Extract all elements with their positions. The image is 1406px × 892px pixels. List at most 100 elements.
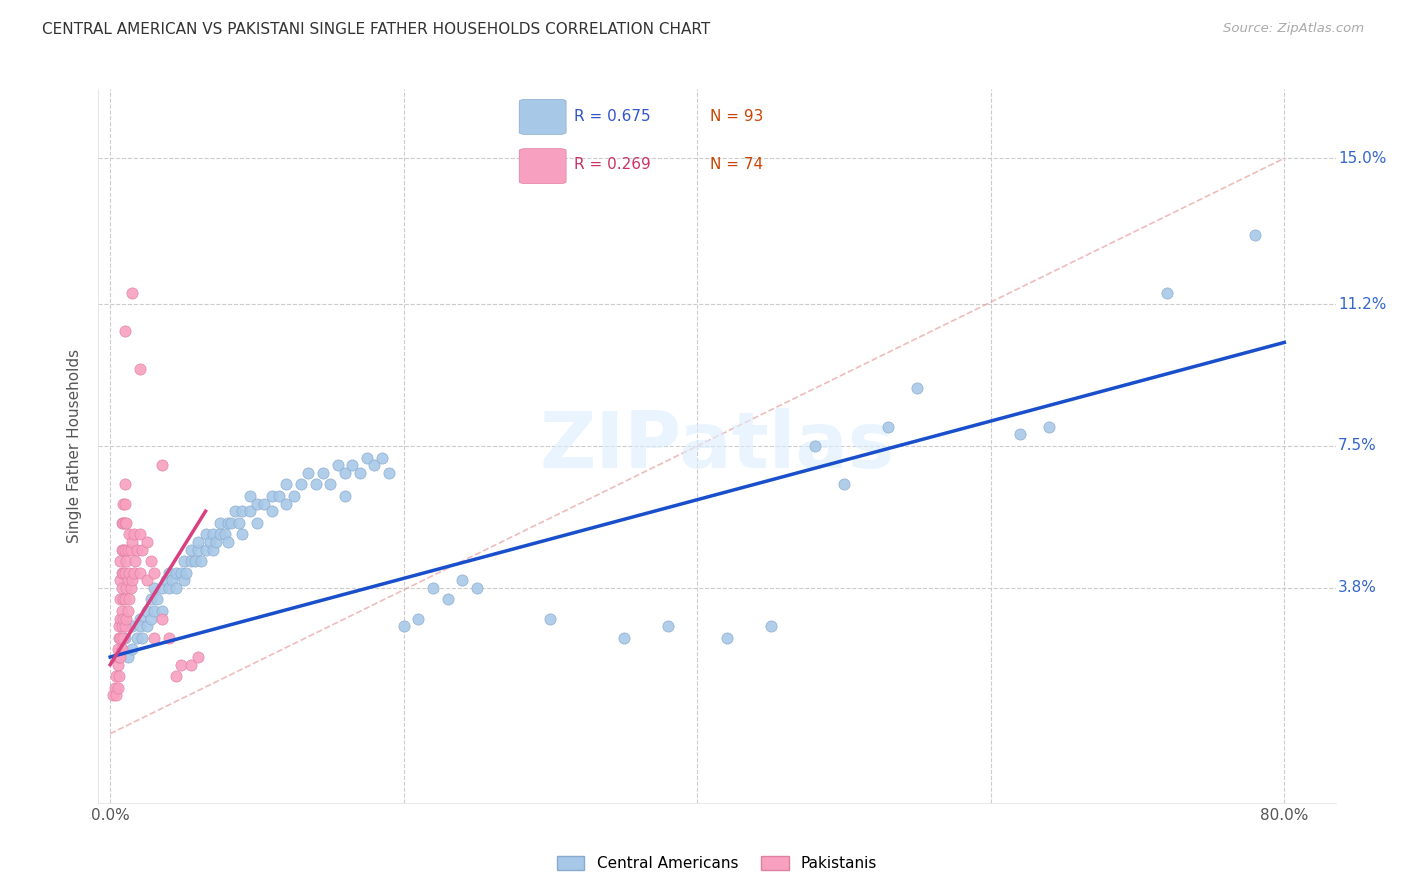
Point: [146, 592, 169, 607]
Point: [312, 466, 335, 480]
Point: [141, 592, 163, 607]
Point: [326, 458, 349, 473]
Point: [451, 574, 474, 588]
Point: [115, 612, 138, 626]
Point: [117, 574, 139, 588]
Point: [228, 516, 250, 530]
Point: [121, 642, 143, 657]
Point: [150, 458, 173, 473]
Point: [107, 681, 129, 695]
Point: [290, 477, 312, 491]
Point: [143, 604, 166, 618]
Point: [122, 527, 145, 541]
Point: [436, 592, 458, 607]
Point: [121, 535, 143, 549]
Point: [112, 542, 135, 557]
Point: [107, 650, 129, 665]
Point: [118, 566, 141, 580]
Point: [112, 516, 135, 530]
Point: [118, 592, 141, 607]
Point: [110, 650, 132, 665]
Point: [187, 535, 209, 549]
Point: [128, 612, 150, 626]
Text: 11.2%: 11.2%: [1339, 296, 1386, 311]
Text: 3.8%: 3.8%: [1339, 581, 1376, 596]
Point: [224, 504, 246, 518]
Text: 7.5%: 7.5%: [1339, 439, 1376, 453]
Point: [231, 527, 253, 541]
Point: [143, 581, 166, 595]
Point: [114, 516, 136, 530]
Point: [333, 466, 356, 480]
Point: [108, 619, 131, 633]
Point: [155, 574, 177, 588]
Point: [267, 489, 290, 503]
Point: [124, 554, 146, 568]
Point: [157, 581, 180, 595]
Point: [131, 631, 153, 645]
Point: [363, 458, 385, 473]
Point: [190, 554, 212, 568]
Point: [108, 631, 131, 645]
Point: [112, 592, 135, 607]
Point: [128, 362, 150, 376]
Point: [180, 657, 202, 672]
Point: [125, 542, 148, 557]
Point: [246, 497, 269, 511]
Point: [201, 527, 224, 541]
Point: [128, 566, 150, 580]
Point: [107, 657, 129, 672]
Point: [141, 612, 163, 626]
Point: [111, 516, 134, 530]
Point: [201, 542, 224, 557]
Point: [141, 554, 163, 568]
Point: [205, 535, 228, 549]
Point: [112, 566, 135, 580]
Point: [180, 554, 202, 568]
Point: [304, 477, 326, 491]
Point: [209, 527, 232, 541]
Point: [209, 516, 232, 530]
Point: [114, 619, 136, 633]
Point: [143, 566, 166, 580]
Point: [157, 631, 180, 645]
Text: N = 93: N = 93: [710, 110, 763, 124]
Point: [157, 566, 180, 580]
Point: [173, 554, 195, 568]
Point: [349, 466, 371, 480]
Point: [128, 527, 150, 541]
Point: [165, 669, 187, 683]
Point: [239, 489, 262, 503]
Point: [165, 566, 187, 580]
Point: [135, 619, 157, 633]
Point: [408, 612, 430, 626]
Text: CENTRAL AMERICAN VS PAKISTANI SINGLE FATHER HOUSEHOLDS CORRELATION CHART: CENTRAL AMERICAN VS PAKISTANI SINGLE FAT…: [42, 22, 710, 37]
Point: [131, 542, 153, 557]
Point: [176, 566, 198, 580]
Point: [342, 458, 364, 473]
Point: [121, 619, 143, 633]
Text: R = 0.675: R = 0.675: [574, 110, 650, 124]
Point: [114, 631, 136, 645]
Point: [276, 497, 298, 511]
Point: [187, 650, 209, 665]
Point: [319, 477, 342, 491]
Point: [1156, 285, 1178, 300]
Point: [135, 574, 157, 588]
Point: [657, 619, 679, 633]
Point: [108, 650, 131, 665]
Point: [117, 604, 139, 618]
Point: [392, 619, 415, 633]
Point: [135, 604, 157, 618]
Point: [877, 419, 900, 434]
Point: [115, 516, 138, 530]
Point: [465, 581, 488, 595]
Point: [214, 527, 236, 541]
Point: [111, 604, 134, 618]
Point: [115, 581, 138, 595]
FancyBboxPatch shape: [519, 99, 567, 135]
Point: [128, 619, 150, 633]
Point: [283, 489, 305, 503]
Point: [118, 527, 141, 541]
Point: [759, 619, 782, 633]
